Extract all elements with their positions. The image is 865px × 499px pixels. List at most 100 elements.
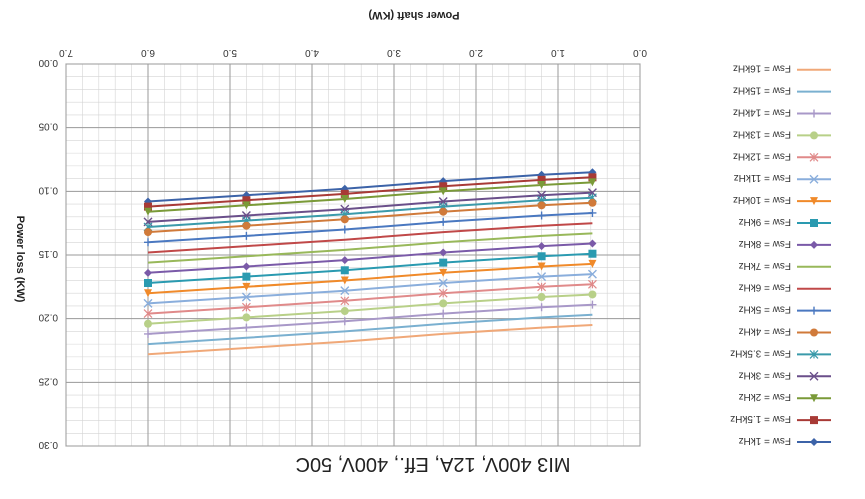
data-point bbox=[242, 231, 251, 240]
legend-label: Fsw = 6kHz bbox=[738, 282, 791, 293]
legend-marker bbox=[810, 328, 818, 337]
data-point bbox=[242, 272, 251, 281]
data-point bbox=[143, 309, 153, 318]
data-point bbox=[340, 215, 349, 224]
legend-label: Fsw = 14kHz bbox=[733, 107, 791, 118]
x-tick-label: 1.0 bbox=[551, 47, 565, 58]
series-line bbox=[147, 303, 593, 335]
data-point bbox=[588, 208, 597, 217]
data-point bbox=[242, 201, 251, 210]
series-group bbox=[143, 279, 597, 318]
legend-item: Fsw = 15kHz bbox=[733, 85, 831, 96]
data-point bbox=[438, 288, 448, 298]
series-line bbox=[147, 313, 593, 346]
series-line bbox=[147, 222, 593, 254]
data-point bbox=[144, 228, 152, 237]
data-point bbox=[588, 290, 597, 299]
x-tick-label: 6.0 bbox=[141, 47, 155, 58]
data-point bbox=[242, 262, 251, 271]
data-point bbox=[439, 309, 448, 318]
data-point bbox=[588, 198, 597, 207]
x-tick-label: 3.0 bbox=[387, 47, 401, 58]
series-line bbox=[147, 181, 593, 213]
series-line bbox=[147, 273, 593, 305]
series-line bbox=[147, 283, 593, 315]
data-point bbox=[537, 293, 546, 302]
legend: Fsw = 1kHz Fsw = 1.5kHz Fsw = 2kHz Fsw = 3k… bbox=[730, 63, 831, 446]
legend-item: Fsw = 6kHz bbox=[738, 282, 831, 293]
legend-label: Fsw = 11kHz bbox=[734, 172, 791, 183]
legend-label: Fsw = 13kHz bbox=[733, 128, 791, 139]
series-group bbox=[144, 178, 597, 216]
data-point bbox=[439, 182, 448, 191]
legend-marker bbox=[810, 109, 818, 118]
legend-label: Fsw = 8kHz bbox=[738, 238, 791, 249]
data-point bbox=[537, 242, 546, 251]
series-group bbox=[144, 198, 597, 237]
legend-marker bbox=[810, 131, 818, 140]
data-point bbox=[588, 259, 597, 268]
series-group bbox=[144, 208, 597, 247]
data-point bbox=[588, 239, 597, 248]
legend-item: Fsw = 16kHz bbox=[733, 63, 831, 74]
legend-item: Fsw = 11kHz bbox=[734, 172, 831, 184]
data-point bbox=[439, 217, 448, 226]
data-point bbox=[537, 303, 546, 312]
data-point bbox=[340, 307, 349, 316]
legend-marker bbox=[810, 416, 818, 425]
y-tick-label: 0.00 bbox=[38, 57, 58, 68]
legend-marker bbox=[809, 174, 819, 184]
series-group bbox=[147, 324, 593, 356]
series-group bbox=[144, 173, 597, 211]
data-point bbox=[144, 279, 152, 288]
legend-item: Fsw = 7kHz bbox=[738, 260, 831, 271]
legend-item: Fsw = 5kHz bbox=[738, 304, 831, 315]
data-point bbox=[242, 196, 251, 205]
series-group bbox=[143, 269, 597, 308]
y-tick-label: 0.25 bbox=[38, 375, 58, 386]
data-point bbox=[439, 207, 448, 216]
data-point bbox=[588, 249, 597, 258]
legend-item: Fsw = 12kHz bbox=[733, 150, 831, 162]
data-point bbox=[242, 282, 251, 291]
series-line bbox=[147, 212, 593, 244]
data-point bbox=[340, 256, 349, 265]
data-point bbox=[340, 194, 349, 203]
y-tick-label: 0.15 bbox=[38, 248, 58, 259]
legend-label: Fsw = 15kHz bbox=[733, 85, 791, 96]
x-tick-label: 4.0 bbox=[305, 47, 319, 58]
series-group bbox=[144, 239, 597, 277]
series-line bbox=[147, 242, 593, 274]
legend-item: Fsw = 1kHz bbox=[738, 435, 831, 446]
series-lines bbox=[143, 168, 597, 356]
legend-item: Fsw = 9kHz bbox=[738, 216, 831, 227]
legend-label: Fsw = 12kHz bbox=[733, 150, 791, 161]
legend-marker bbox=[810, 438, 818, 446]
data-point bbox=[537, 211, 546, 220]
data-point bbox=[537, 282, 547, 292]
legend-marker bbox=[810, 394, 818, 403]
legend-item: Fsw = 10kHz bbox=[733, 194, 831, 206]
legend-item: Fsw = 14kHz bbox=[733, 107, 831, 118]
series-group bbox=[147, 222, 593, 254]
series-line bbox=[147, 196, 593, 228]
legend-label: Fsw = 3kHz bbox=[738, 369, 791, 380]
data-point bbox=[439, 299, 448, 308]
x-axis-label: Power shaft (KW) bbox=[368, 9, 459, 21]
data-point bbox=[143, 298, 153, 308]
legend-marker bbox=[810, 306, 818, 315]
legend-item: Fsw = 2kHz bbox=[738, 391, 831, 403]
data-point bbox=[144, 202, 152, 211]
data-point bbox=[537, 175, 546, 184]
axes: 0.0 1.0 2.0 3.0 4.0 5.0 6.0 7.00.00 0.05 0.10 0.15… bbox=[38, 47, 647, 450]
legend-label: Fsw = 1.5kHz bbox=[730, 413, 791, 424]
data-point bbox=[340, 296, 350, 306]
series-line bbox=[147, 324, 593, 356]
legend-marker bbox=[809, 349, 819, 359]
y-tick-label: 0.10 bbox=[38, 184, 58, 195]
data-point bbox=[439, 268, 448, 277]
series-line bbox=[147, 201, 593, 234]
data-point bbox=[537, 252, 546, 261]
data-point bbox=[242, 221, 251, 230]
